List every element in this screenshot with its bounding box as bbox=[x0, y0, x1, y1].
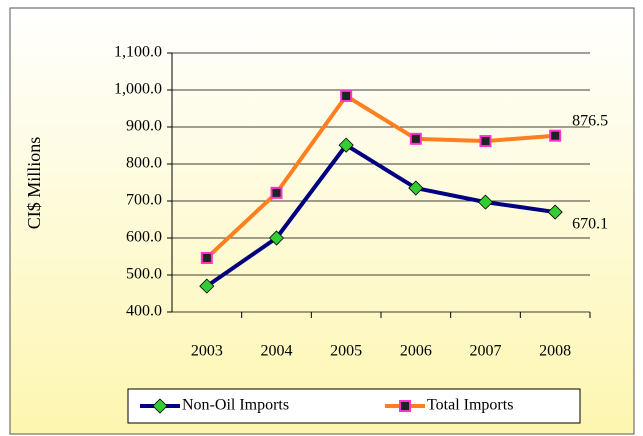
data-label: 670.1 bbox=[572, 216, 608, 233]
x-tick-label: 2008 bbox=[539, 343, 571, 360]
data-point bbox=[477, 194, 494, 210]
data-point bbox=[338, 137, 354, 153]
data-point bbox=[547, 204, 563, 220]
data-point bbox=[340, 89, 353, 102]
x-tick-label: 2005 bbox=[330, 343, 362, 360]
x-tick-label: 2007 bbox=[470, 343, 502, 360]
x-tick-label: 2006 bbox=[400, 343, 432, 360]
data-point bbox=[409, 132, 422, 145]
legend-marker bbox=[399, 400, 411, 412]
data-point bbox=[199, 278, 215, 294]
legend-marker bbox=[152, 398, 168, 414]
y-tick-label: 800.0 bbox=[126, 155, 162, 172]
data-point bbox=[479, 135, 492, 148]
y-axis-label: CI$ Millions bbox=[24, 137, 44, 230]
data-label: 876.5 bbox=[572, 112, 608, 129]
legend-label: Total Imports bbox=[427, 397, 513, 414]
y-tick-label: 1,100.0 bbox=[114, 44, 162, 61]
y-tick-label: 400.0 bbox=[126, 303, 162, 320]
series-line bbox=[205, 93, 556, 260]
data-point bbox=[549, 129, 562, 142]
chart-frame bbox=[9, 7, 635, 435]
y-tick-label: 600.0 bbox=[126, 229, 162, 246]
y-tick-label: 900.0 bbox=[126, 118, 162, 135]
data-point bbox=[270, 186, 283, 199]
series-line bbox=[205, 143, 556, 288]
x-tick-label: 2004 bbox=[261, 343, 293, 360]
legend-label: Non-Oil Imports bbox=[182, 397, 289, 414]
data-point bbox=[408, 180, 424, 196]
x-tick-label: 2003 bbox=[191, 343, 223, 360]
data-point bbox=[268, 230, 285, 246]
legend-box bbox=[127, 388, 581, 424]
data-point bbox=[200, 251, 213, 264]
y-tick-label: 700.0 bbox=[126, 192, 162, 209]
y-tick-label: 1,000.0 bbox=[114, 81, 162, 98]
y-tick-label: 500.0 bbox=[126, 266, 162, 283]
